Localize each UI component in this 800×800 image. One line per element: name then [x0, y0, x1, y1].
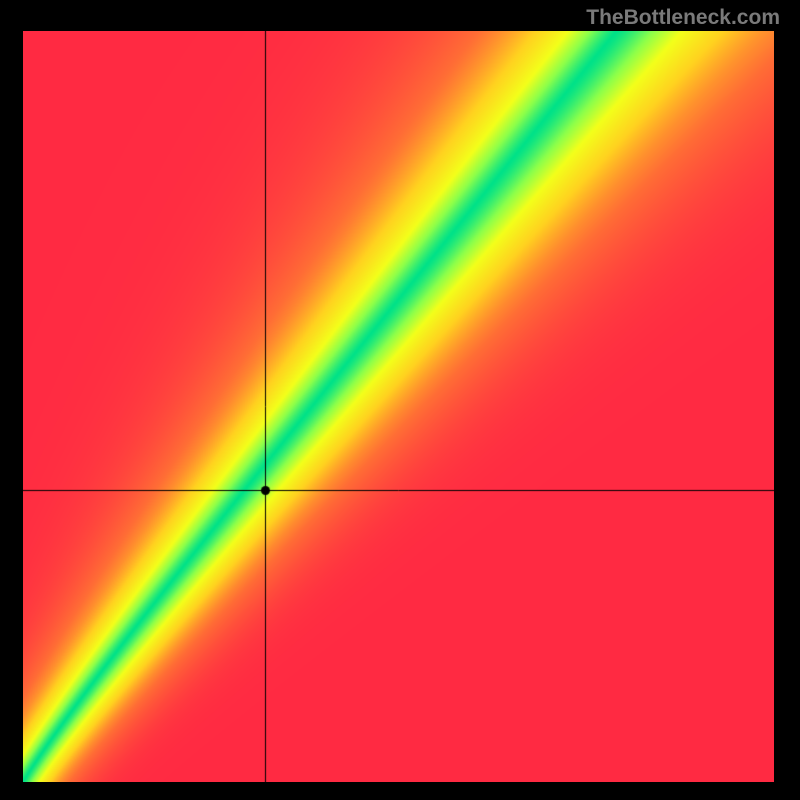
watermark-text: TheBottleneck.com	[586, 6, 780, 30]
heatmap-canvas	[23, 31, 774, 782]
chart-container: TheBottleneck.com	[0, 0, 800, 800]
plot-area	[23, 31, 774, 782]
